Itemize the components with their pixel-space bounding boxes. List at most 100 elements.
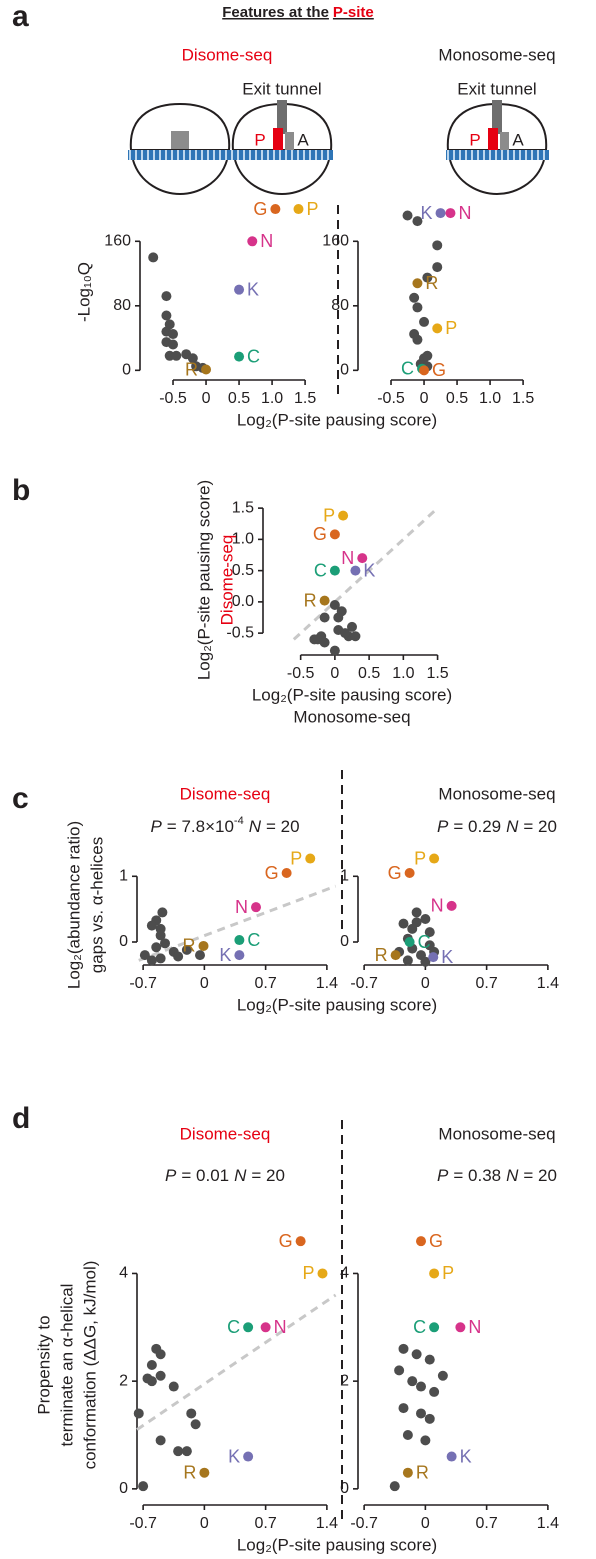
point [146,955,157,966]
point [187,353,198,364]
labeled-point [234,950,245,961]
labeled-point [198,940,209,951]
point [161,310,172,321]
labeled-point [305,853,316,864]
point-label: N [468,1317,481,1337]
labeled-point [419,365,430,376]
point [155,930,166,941]
y-axis-label: gaps vs. α-helices [87,837,106,973]
labeled-point [416,1236,426,1247]
point [347,621,357,632]
point [420,914,431,924]
subtitle: Disome-seq [180,1124,271,1143]
figure-title: Features at the P-site [222,4,374,21]
panel-label: d [12,1102,30,1135]
point-label: K [441,947,453,967]
labeled-point [435,208,446,219]
x-axis-label: Log₂(P-site pausing score) [237,995,437,1014]
labeled-point [404,868,415,878]
x-axis-label: Monosome-seq [293,707,410,726]
labeled-point [281,868,292,878]
x-tick-label: -0.7 [350,975,378,992]
x-tick-label: 0.5 [358,665,380,682]
point-label: G [388,863,402,883]
point [190,1419,201,1430]
point [437,1370,448,1381]
point [420,956,431,967]
p-value: = 0.38 [453,1166,501,1185]
x-tick-label: -0.7 [350,1515,378,1532]
labeled-point [270,204,281,215]
point-label: P [306,199,318,219]
point-label: P [302,1263,314,1283]
labeled-point [260,1322,271,1333]
labeled-point [402,1467,413,1478]
labeled-point [455,1322,466,1333]
labeled-point [429,1322,440,1333]
labeled-point [199,1467,210,1478]
y-tick-label: 0.0 [232,593,254,610]
x-tick-label: -0.7 [129,1515,157,1532]
labeled-point [243,1322,254,1333]
point-label: R [375,945,388,965]
y-tick-label: 0 [119,933,128,950]
x-tick-label: 0 [421,975,430,992]
point [402,1430,413,1440]
y-tick-label: 160 [322,233,349,250]
point [411,1349,422,1360]
x-tick-label: 0 [202,390,211,407]
n-label: N [506,1166,519,1185]
y-tick-label: 2 [119,1372,128,1389]
point-label: K [247,279,259,299]
point-label: R [425,273,438,293]
point [171,350,182,361]
point-label: R [183,936,196,956]
point [329,645,340,656]
point [432,240,443,251]
point [398,1343,409,1354]
p-label: P [150,817,162,836]
p-label: P [437,1166,449,1185]
point [319,637,330,648]
diagram-label: Exit tunnel [242,79,321,98]
point-label: N [341,548,354,568]
point-label: C [413,1317,426,1337]
subtitle: Disome-seq [180,784,271,803]
labeled-point [390,950,401,961]
x-tick-label: 0.7 [476,1515,498,1532]
point [416,1408,426,1419]
point-label: K [363,560,375,580]
labeled-point [404,937,415,947]
title-text: Features at the [222,4,329,21]
labeled-point [329,565,340,576]
diagram-label: Exit tunnel [457,79,536,98]
point [394,1365,405,1376]
point [133,1408,144,1419]
y-axis-label: Log₂(abundance ratio) [64,821,83,989]
point [411,907,422,918]
x-tick-label: -0.5 [287,665,315,682]
point [319,612,330,623]
n-value: = 20 [523,817,557,836]
stats: P = 7.8×10-4 N = 20 [150,815,299,837]
n-label: N [234,1166,247,1185]
x-tick-label: 1.0 [479,390,501,407]
labeled-point [428,952,439,963]
point [186,1408,197,1419]
labeled-point [234,935,245,946]
point [389,1481,400,1492]
y-tick-label: 0 [122,362,131,379]
point-label: R [183,1462,196,1482]
point [155,1370,166,1381]
y-tick-label: 2 [340,1372,349,1389]
x-tick-label: 0.7 [255,1515,277,1532]
point-label: N [274,1317,287,1337]
stats: P = 0.01 N = 20 [165,1166,285,1185]
x-tick-label: 0 [200,1515,209,1532]
point [155,953,166,964]
y-tick-label: 80 [331,297,349,314]
point-label: C [247,346,260,366]
labeled-point [234,284,245,295]
y-tick-label: 1 [340,868,349,885]
